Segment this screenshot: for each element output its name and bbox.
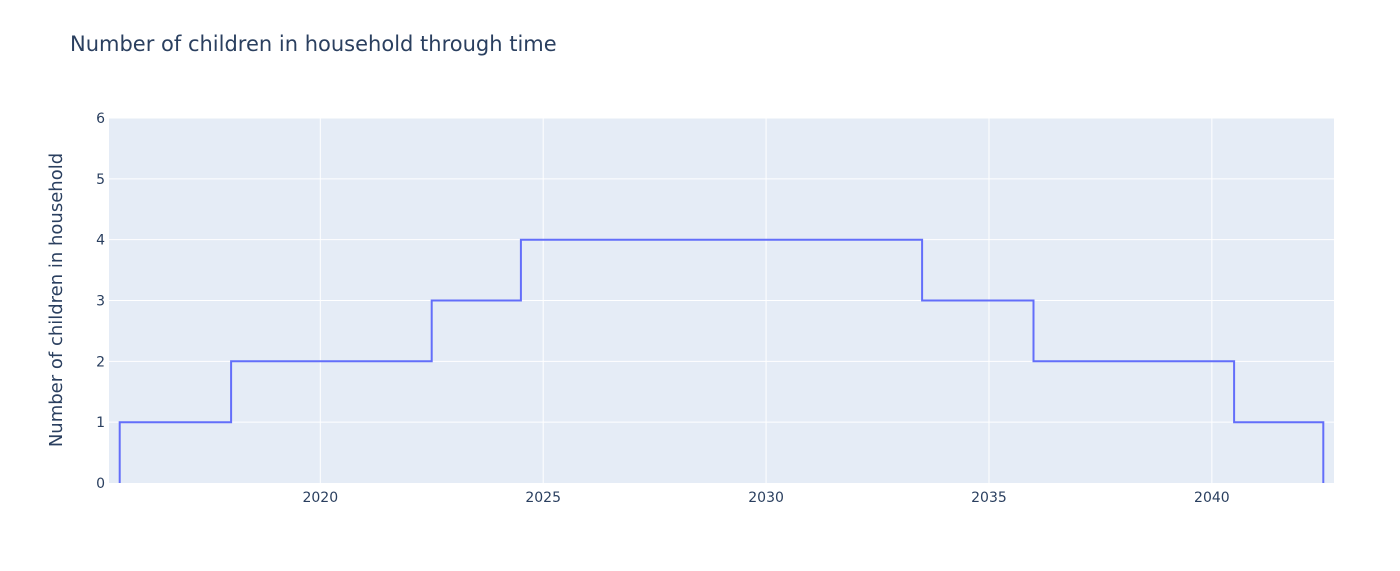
y-tick-label: 3 xyxy=(96,294,105,310)
x-tick-label: 2035 xyxy=(971,490,1007,506)
x-tick-label: 2020 xyxy=(302,490,338,506)
series-line xyxy=(118,238,1325,483)
x-tick-label: 2040 xyxy=(1194,490,1230,506)
series-group xyxy=(118,238,1325,483)
x-tick-labels: 2020 2025 2030 2035 2040 xyxy=(302,490,1229,506)
y-tick-labels: 0 1 2 3 4 5 6 xyxy=(96,111,105,492)
x-tick-label: 2030 xyxy=(748,490,784,506)
chart-title: Number of children in household through … xyxy=(70,32,557,56)
y-tick-label: 0 xyxy=(96,476,105,492)
y-tick-label: 5 xyxy=(96,172,105,188)
y-tick-label: 1 xyxy=(96,415,105,431)
x-tick-label: 2025 xyxy=(525,490,561,506)
y-tick-label: 4 xyxy=(96,233,105,249)
y-axis-label: Number of children in household xyxy=(46,153,67,447)
y-tick-label: 2 xyxy=(96,354,105,370)
y-tick-label: 6 xyxy=(96,111,105,127)
